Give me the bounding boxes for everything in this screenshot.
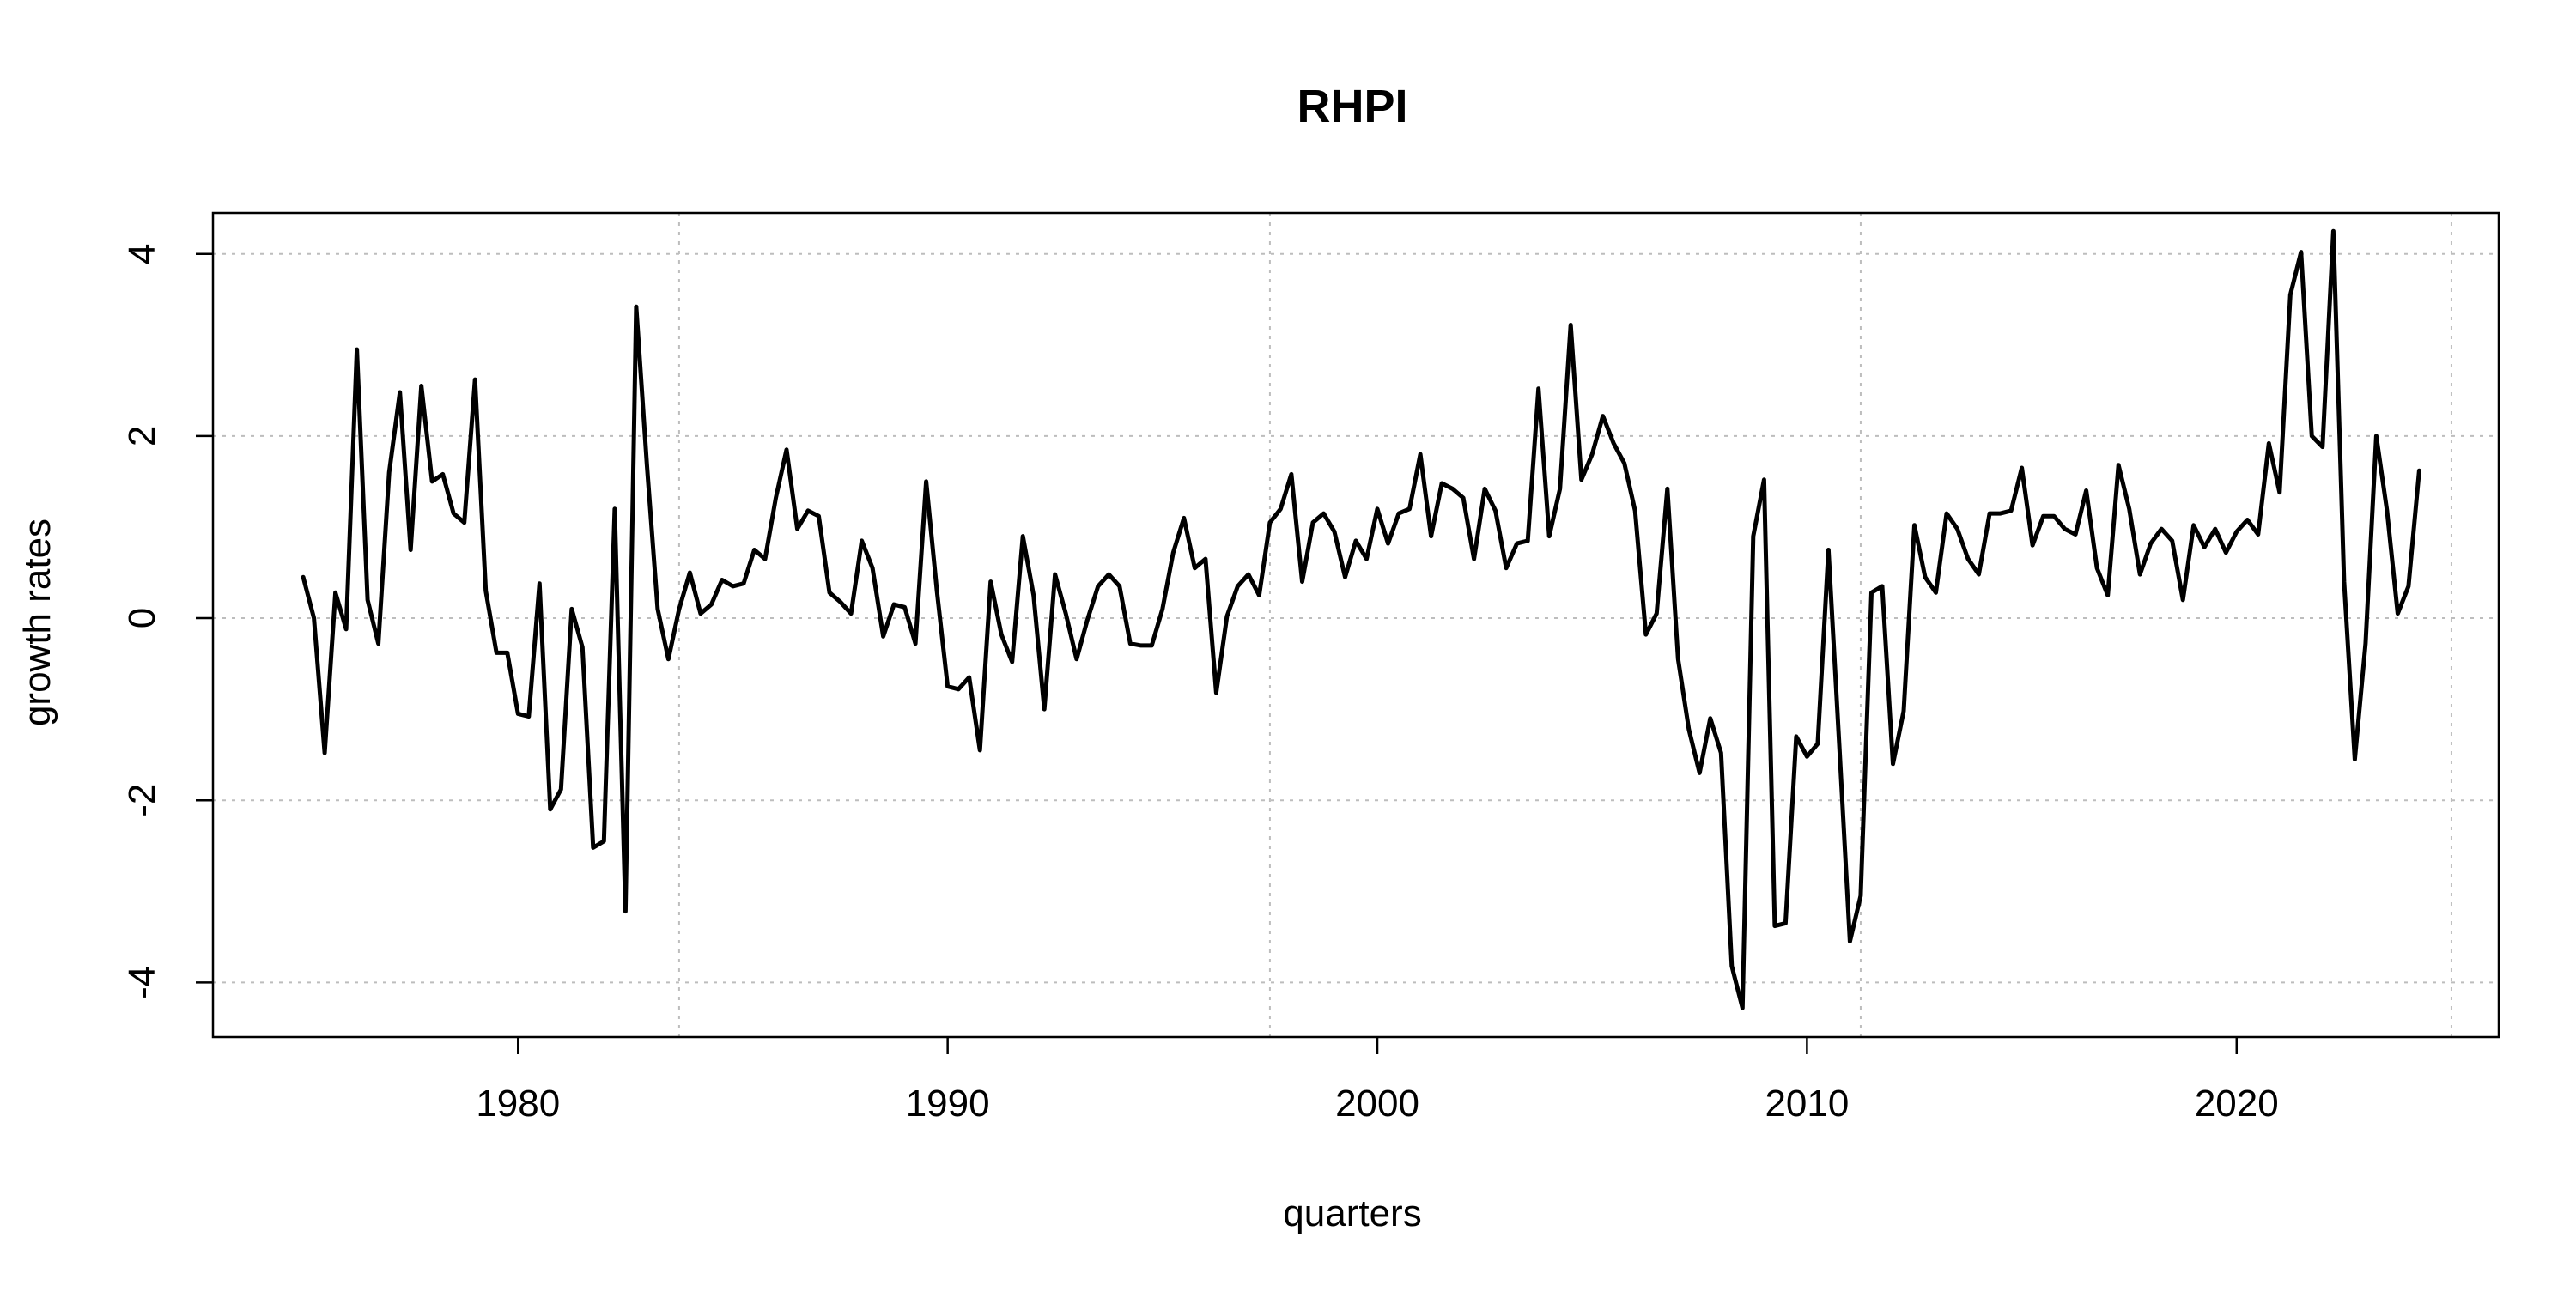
x-tick-label: 2000 [1335, 1083, 1419, 1125]
x-tick-label: 2010 [1765, 1083, 1849, 1125]
series-layer [301, 228, 2421, 1010]
x-tick-label: 1980 [476, 1083, 560, 1125]
y-tick-label: 0 [121, 608, 163, 628]
series-line [301, 228, 2421, 1010]
y-tick-label: 2 [121, 426, 163, 446]
plot-frame [211, 211, 2500, 1039]
axes: 1980 1990 2000 2010 2020 -4 -2 0 2 4 [121, 243, 2279, 1125]
y-tick-label: 4 [121, 243, 163, 264]
x-tick-label: 1990 [906, 1083, 990, 1125]
chart-title: RHPI [1297, 81, 1407, 132]
y-axis-label: growth rates [16, 519, 58, 726]
y-tick-label: -2 [121, 784, 163, 817]
x-axis-label: quarters [1283, 1192, 1421, 1234]
grid [213, 213, 2499, 1037]
x-tick-label: 2020 [2195, 1083, 2279, 1125]
y-tick-label: -4 [121, 966, 163, 999]
